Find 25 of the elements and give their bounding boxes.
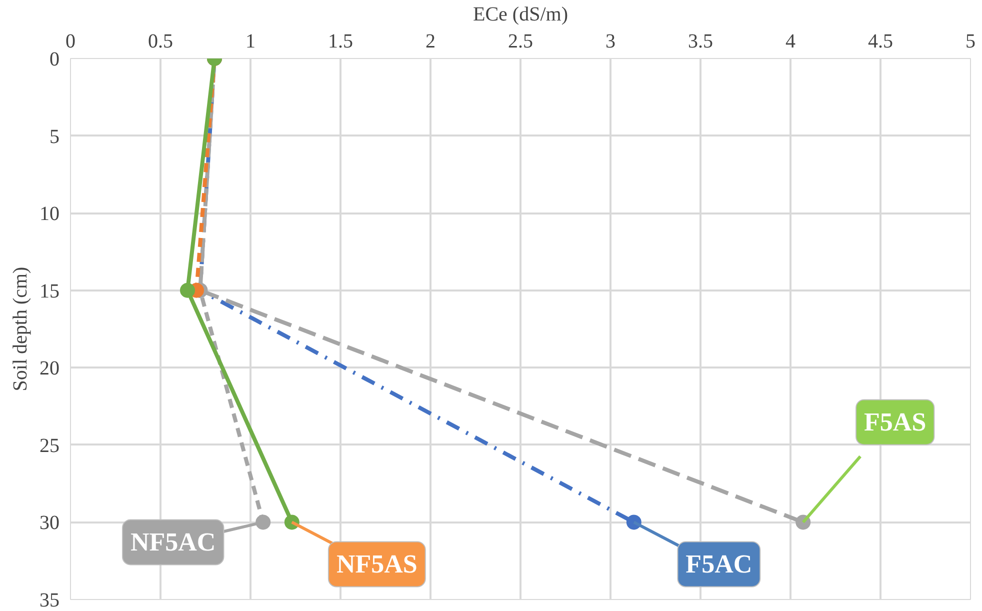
x-tick-label: 1 xyxy=(246,30,256,52)
x-tick-label: 5 xyxy=(966,30,976,52)
annotation: NF5AC xyxy=(130,528,216,557)
y-tick-label: 10 xyxy=(40,203,60,226)
x-tick-label: 0.5 xyxy=(148,30,173,52)
x-tick-label: 3 xyxy=(606,30,616,52)
x-tick-label: 3.5 xyxy=(688,30,713,52)
x-tick-label: 2 xyxy=(426,30,436,52)
x-tick-label: 1.5 xyxy=(328,30,353,52)
annotation: F5AS xyxy=(864,408,926,437)
x-tick-label: 4 xyxy=(786,30,796,52)
y-tick-label: 15 xyxy=(40,280,60,302)
x-tick-label: 2.5 xyxy=(508,30,533,52)
y-tick-label: 0 xyxy=(50,48,60,70)
y-tick-label: 30 xyxy=(40,512,60,534)
x-axis-title: ECe (dS/m) xyxy=(473,4,568,26)
annotation: NF5AS xyxy=(336,550,418,579)
y-tick-label: 35 xyxy=(40,590,60,611)
x-tick-label: 0 xyxy=(66,30,76,52)
y-tick-label: 5 xyxy=(50,126,60,148)
y-tick-label: 20 xyxy=(40,358,60,380)
y-tick-label: 25 xyxy=(40,434,60,457)
x-tick-label: 4.5 xyxy=(868,30,893,52)
y-axis-title: Soil depth (cm) xyxy=(10,266,32,392)
annotation: F5AC xyxy=(686,550,752,579)
